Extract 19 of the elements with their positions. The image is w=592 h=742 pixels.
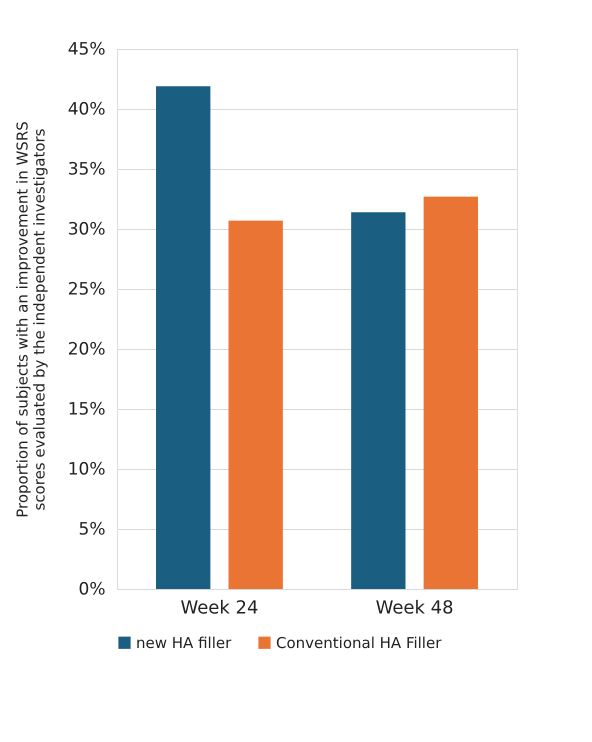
y-tick-label: 45%	[68, 40, 106, 60]
y-tick-label: 40%	[68, 100, 106, 120]
y-tick-label: 30%	[68, 220, 106, 240]
bar	[156, 86, 210, 589]
y-tick-label: 35%	[68, 160, 106, 180]
bar	[424, 196, 478, 589]
y-tick-label: 0%	[78, 580, 106, 600]
y-tick-label: 10%	[68, 460, 106, 480]
y-tick-label: 5%	[78, 520, 106, 540]
y-axis-title: Proportion of subjects with an improvement in WSRS scores evaluated by the independent investigators	[14, 121, 49, 518]
x-tick-label: Week 48	[376, 598, 454, 618]
bar	[228, 220, 283, 589]
y-tick-label: 25%	[68, 280, 106, 300]
y-tick-label: 20%	[68, 340, 106, 360]
bar	[351, 212, 406, 589]
legend-label: new HA filler	[136, 634, 232, 652]
legend-label: Conventional HA Filler	[276, 634, 442, 652]
x-tick-label: Week 24	[180, 598, 258, 618]
y-tick-label: 15%	[68, 400, 106, 420]
